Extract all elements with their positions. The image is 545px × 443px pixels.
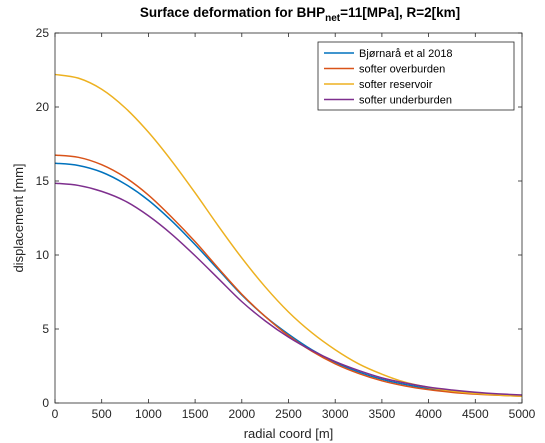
legend: Bjørnarå et al 2018 softer overburden soft… xyxy=(317,41,515,111)
y-tick-label: 5 xyxy=(42,322,49,336)
chart-title: Surface deformation for BHPnet=11[MPa], … xyxy=(140,5,460,24)
tick-layer: 0 500 1000 1500 2000 2500 3000 3500 4000 4500 5000… xyxy=(36,26,536,421)
x-tick-label: 5000 xyxy=(509,407,536,421)
chart-title-suffix: =11[MPa], R=2[km] xyxy=(340,5,460,20)
series-line-4 xyxy=(54,182,523,396)
y-tick-label: 20 xyxy=(36,100,50,114)
legend-label-1: Bjørnarå et al 2018 xyxy=(359,48,453,60)
x-tick-label: 1000 xyxy=(135,407,162,421)
x-axis-label: radial coord [m] xyxy=(244,426,334,441)
y-tick-label: 0 xyxy=(42,396,49,410)
y-tick-label: 25 xyxy=(36,26,50,40)
legend-label-2: softer overburden xyxy=(359,64,445,76)
x-tick-label: 4000 xyxy=(415,407,442,421)
x-tick-label: 3500 xyxy=(369,407,396,421)
legend-label-3: softer reservoir xyxy=(359,79,433,91)
y-axis-label: displacement [mm] xyxy=(11,163,26,272)
series-line-3 xyxy=(54,73,523,397)
x-tick-label: 3000 xyxy=(322,407,349,421)
x-tick-label: 4500 xyxy=(462,407,489,421)
y-tick-label: 10 xyxy=(36,248,50,262)
x-tick-label: 1500 xyxy=(182,407,209,421)
x-tick-label: 500 xyxy=(92,407,112,421)
series-layer xyxy=(54,73,523,397)
series-line-2 xyxy=(54,154,523,397)
legend-label-4: softer underburden xyxy=(359,95,452,107)
x-tick-label: 2500 xyxy=(275,407,302,421)
y-tick-label: 15 xyxy=(36,174,50,188)
chart-title-prefix: Surface deformation for BHP xyxy=(140,5,325,20)
x-tick-label: 0 xyxy=(52,407,59,421)
x-tick-label: 2000 xyxy=(228,407,255,421)
chart-title-subscript: net xyxy=(325,13,341,24)
